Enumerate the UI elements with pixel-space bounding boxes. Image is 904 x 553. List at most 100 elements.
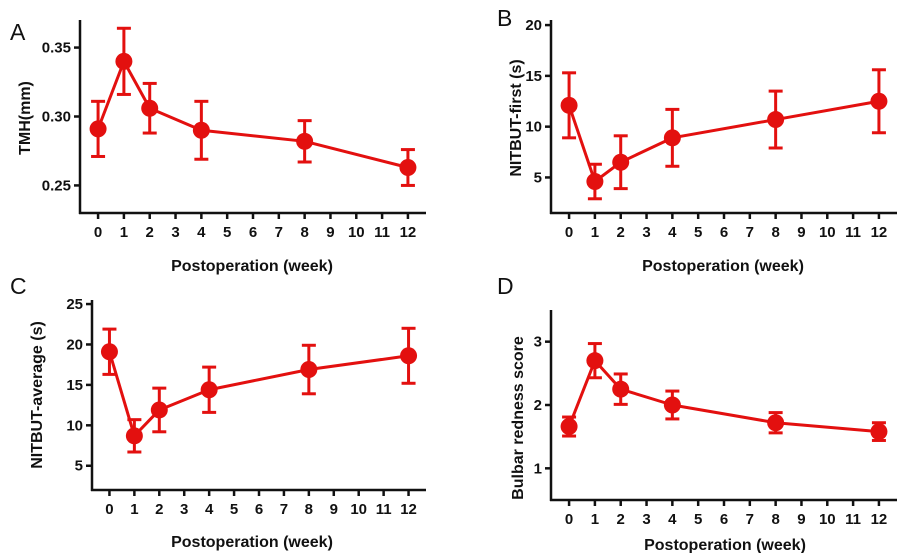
x-tick-label-b: 2: [617, 224, 625, 241]
data-point-a: [192, 121, 210, 139]
data-point-c: [100, 343, 118, 361]
x-tick-label-c: 1: [130, 501, 138, 518]
x-tick-label-d: 11: [845, 511, 861, 528]
data-point-d: [767, 414, 785, 432]
data-point-a: [115, 52, 133, 70]
x-tick-label-c: 8: [305, 501, 313, 518]
x-tick-label-a: 9: [326, 224, 334, 241]
x-tick-label-d: 12: [871, 511, 888, 528]
y-tick-label-d: 2: [534, 397, 542, 414]
panel-label-c: C: [10, 273, 27, 299]
x-tick-label-d: 5: [694, 511, 702, 528]
y-tick-label-b: 10: [525, 119, 542, 136]
y-axis-title-c: NITBUT-average (s): [29, 321, 46, 469]
x-tick-label-d: 2: [617, 511, 625, 528]
data-point-a: [296, 132, 314, 150]
y-tick-label-b: 15: [525, 68, 542, 85]
y-tick-label-a: 0.30: [42, 109, 71, 126]
x-tick-label-b: 3: [642, 224, 650, 241]
panel-label-d: D: [497, 273, 514, 299]
x-tick-label-a: 12: [400, 224, 417, 241]
x-tick-label-a: 7: [275, 224, 283, 241]
data-point-b: [560, 96, 578, 114]
x-axis-title-b: Postoperation (week): [642, 258, 804, 275]
x-axis-title-d: Postoperation (week): [644, 537, 806, 553]
x-tick-label-c: 0: [105, 501, 113, 518]
data-point-b: [612, 153, 630, 171]
x-tick-label-b: 8: [771, 224, 779, 241]
x-tick-label-a: 3: [171, 224, 179, 241]
x-tick-label-b: 12: [871, 224, 888, 241]
panel-c: C NITBUT-average (s) Postoperation (week…: [10, 273, 426, 551]
y-tick-label-c: 10: [66, 417, 83, 434]
x-tick-label-d: 1: [591, 511, 599, 528]
x-tick-label-c: 5: [230, 501, 238, 518]
x-axis-title-a: Postoperation (week): [171, 258, 333, 275]
x-tick-label-a: 0: [94, 224, 102, 241]
y-axis-title-b: NITBUT-first (s): [508, 59, 525, 176]
x-tick-label-a: 6: [249, 224, 257, 241]
data-point-d: [560, 418, 578, 436]
data-point-b: [586, 173, 604, 191]
x-tick-label-d: 8: [771, 511, 779, 528]
x-tick-label-d: 6: [720, 511, 728, 528]
x-tick-label-d: 4: [668, 511, 677, 528]
x-tick-label-a: 2: [146, 224, 154, 241]
data-point-a: [89, 120, 107, 138]
y-tick-label-b: 20: [525, 17, 542, 34]
y-tick-label-c: 15: [66, 377, 83, 394]
x-tick-label-d: 0: [565, 511, 573, 528]
data-point-c: [125, 427, 143, 445]
panel-a: A TMH(mm) Postoperation (week) 0.25 0.30 0…: [10, 19, 426, 275]
x-tick-label-a: 8: [300, 224, 308, 241]
x-tick-label-c: 6: [255, 501, 263, 518]
series-line-b: [567, 99, 880, 184]
x-tick-label-c: 7: [280, 501, 288, 518]
data-point-a: [141, 99, 159, 117]
y-axis-title-d: Bulbar redness score: [510, 336, 527, 500]
x-tick-label-b: 0: [565, 224, 573, 241]
x-tick-label-b: 1: [591, 224, 599, 241]
data-point-b: [663, 129, 681, 147]
x-tick-label-b: 5: [694, 224, 702, 241]
x-tick-label-b: 7: [746, 224, 754, 241]
y-tick-label-c: 5: [75, 458, 83, 475]
x-tick-label-c: 4: [205, 501, 214, 518]
panel-d: D Bulbar redness score Postoperation (we…: [497, 273, 897, 553]
data-point-d: [870, 423, 888, 441]
data-point-c: [200, 381, 218, 399]
data-point-d: [612, 380, 630, 398]
x-tick-label-a: 10: [348, 224, 365, 241]
data-point-b: [767, 111, 785, 129]
x-tick-label-b: 9: [797, 224, 805, 241]
x-tick-label-b: 10: [819, 224, 836, 241]
data-point-d: [586, 352, 604, 370]
x-tick-label-b: 4: [668, 224, 677, 241]
x-axis-title-c: Postoperation (week): [171, 534, 333, 551]
x-tick-label-a: 1: [120, 224, 128, 241]
data-point-a: [399, 159, 417, 177]
y-tick-label-d: 3: [534, 334, 542, 351]
data-point-c: [400, 347, 418, 365]
x-tick-label-b: 11: [845, 224, 861, 241]
x-tick-label-d: 10: [819, 511, 836, 528]
series-line-a: [96, 59, 409, 169]
y-tick-label-a: 0.25: [42, 177, 71, 194]
y-tick-label-b: 5: [534, 169, 542, 186]
data-point-b: [870, 92, 888, 110]
data-point-c: [150, 401, 168, 419]
x-tick-label-c: 9: [330, 501, 338, 518]
series-line-d: [567, 359, 880, 434]
panel-b: B NITBUT-first (s) Postoperation (week) …: [497, 5, 897, 275]
series-line-c: [108, 351, 409, 438]
panel-label-b: B: [497, 5, 512, 31]
x-tick-label-c: 12: [400, 501, 417, 518]
x-tick-label-d: 3: [642, 511, 650, 528]
x-tick-label-d: 9: [797, 511, 805, 528]
x-tick-label-a: 4: [197, 224, 206, 241]
x-tick-label-b: 6: [720, 224, 728, 241]
y-tick-label-c: 25: [66, 296, 83, 313]
x-tick-label-a: 11: [374, 224, 390, 241]
x-tick-label-c: 2: [155, 501, 163, 518]
